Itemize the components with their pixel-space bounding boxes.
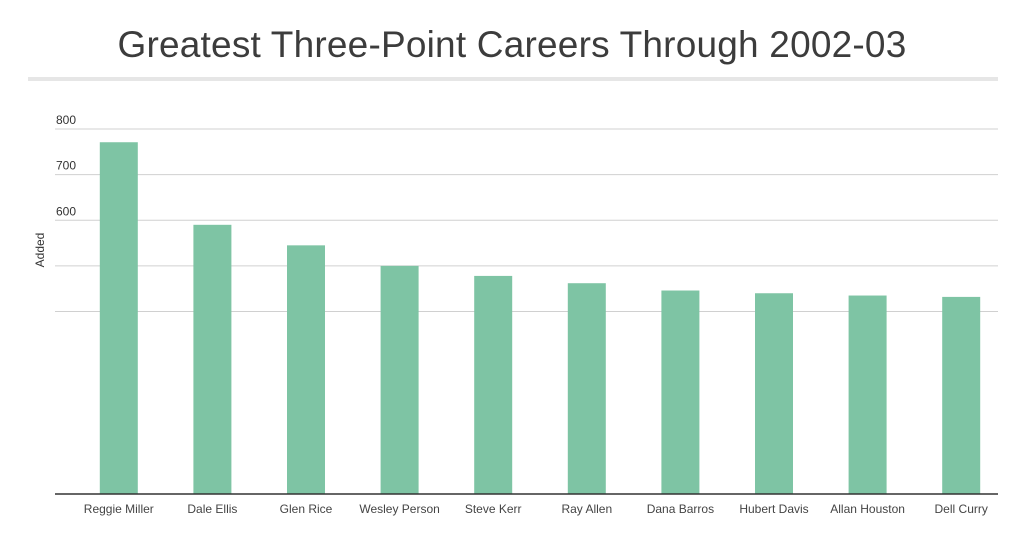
bar bbox=[661, 290, 700, 494]
bar bbox=[755, 293, 793, 494]
bar bbox=[193, 224, 232, 494]
y-tick-label: 600 bbox=[56, 204, 76, 218]
bar bbox=[848, 295, 887, 494]
x-tick-label: Wesley Person bbox=[359, 502, 439, 516]
bar bbox=[942, 296, 981, 494]
title-divider bbox=[28, 77, 998, 81]
chart-title: Greatest Three-Point Careers Through 200… bbox=[117, 24, 907, 65]
y-tick-label: 700 bbox=[56, 159, 76, 173]
bar bbox=[380, 265, 419, 494]
x-tick-label: Reggie Miller bbox=[84, 502, 154, 516]
bar bbox=[99, 142, 138, 494]
x-tick-label: Allan Houston bbox=[830, 502, 905, 516]
bar bbox=[287, 245, 325, 494]
x-tick-label: Glen Rice bbox=[280, 502, 333, 516]
x-tick-label: Dale Ellis bbox=[187, 502, 237, 516]
y-axis-label: Added bbox=[33, 233, 47, 268]
bar bbox=[474, 275, 513, 494]
y-tick-label: 800 bbox=[56, 113, 76, 127]
x-tick-label: Hubert Davis bbox=[739, 502, 808, 516]
x-tick-label: Dana Barros bbox=[647, 502, 714, 516]
x-tick-label: Ray Allen bbox=[561, 502, 612, 516]
x-tick-label: Dell Curry bbox=[935, 502, 988, 516]
bar bbox=[567, 283, 606, 494]
x-tick-label: Steve Kerr bbox=[465, 502, 522, 516]
